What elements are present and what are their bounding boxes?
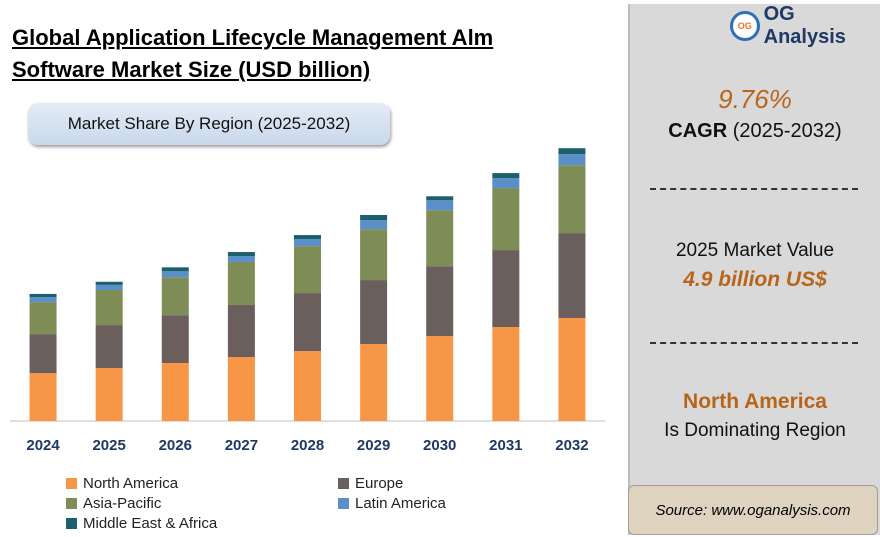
bar-segment: [360, 220, 388, 230]
bar-segment: [492, 178, 520, 189]
legend: North America Europe Asia-Pacific Latin Ame…: [66, 475, 586, 537]
x-tick-label: 2026: [159, 437, 192, 454]
bar-segment: [360, 214, 388, 221]
bar-segment: [161, 315, 189, 363]
bar-segment: [294, 239, 321, 247]
bar-segment: [294, 351, 321, 421]
legend-label: Asia-Pacific: [83, 495, 162, 512]
bar-segment: [360, 280, 388, 345]
bar-segment: [360, 229, 388, 281]
leading-note: Is Dominating Region: [664, 420, 846, 441]
bar-segment: [426, 336, 454, 421]
legend-swatch: [338, 478, 349, 489]
bar-segment: [227, 256, 255, 262]
bar-segment: [492, 250, 520, 328]
bar-segment: [227, 252, 255, 257]
source: Source: www.oganalysis.com: [628, 485, 878, 535]
x-tick-label: 2024: [26, 437, 60, 454]
x-tick-label: 2030: [423, 437, 456, 454]
side-panel: 9.76% CAGR (2025-2032) 2025 Market Value…: [628, 4, 880, 535]
bar-segment: [29, 302, 57, 335]
bar-segment: [29, 334, 57, 374]
bar-segment: [95, 284, 123, 290]
bar-segment: [426, 196, 454, 201]
x-tick-label: 2028: [291, 437, 324, 454]
x-tick-label: 2029: [357, 437, 390, 454]
market-value: 4.9 billion US$: [683, 268, 827, 291]
bar-segment: [95, 325, 123, 369]
bar-segment: [492, 188, 520, 251]
bar-segment: [492, 173, 520, 179]
bar-segment: [95, 368, 123, 421]
bar-segment: [161, 277, 189, 316]
x-tick-label: 2032: [555, 437, 588, 454]
legend-label: Latin America: [355, 495, 446, 512]
bar-segment: [360, 344, 388, 421]
bar-segment: [426, 200, 454, 211]
bar-segment: [29, 373, 57, 421]
legend-item: Middle East & Africa: [66, 515, 217, 532]
bar-segment: [426, 266, 454, 337]
legend-label: Europe: [355, 475, 404, 492]
legend-label: Middle East & Africa: [83, 515, 218, 532]
logo-text: OG Analysis: [763, 3, 846, 48]
bar-segment: [294, 235, 321, 240]
cagr-label: CAGR: [668, 120, 728, 142]
bar-segment: [558, 148, 586, 155]
bar-segment: [492, 327, 520, 421]
cagr-value: 9.76%: [718, 84, 792, 114]
legend-item: North America: [66, 475, 178, 492]
bar-segment: [558, 154, 586, 166]
bar-segment: [558, 233, 586, 318]
cagr-line: CAGR (2025-2032): [630, 120, 880, 143]
bar-segment: [227, 304, 255, 358]
chart-title: Global Application Lifecycle Management …: [12, 25, 494, 82]
divider: [650, 342, 858, 344]
x-tick-label: 2031: [489, 437, 522, 454]
legend-label: North America: [83, 475, 179, 492]
cagr-period: (2025-2032): [732, 120, 842, 142]
logo: OG OG Analysis: [730, 3, 880, 48]
x-tick-label: 2025: [92, 437, 125, 454]
bar-segment: [294, 246, 321, 294]
legend-swatch: [66, 498, 77, 509]
bar-segment: [161, 267, 189, 272]
logo-icon: OG: [730, 11, 760, 41]
bar-segment: [558, 165, 586, 234]
bar-segment: [294, 293, 321, 352]
chart: 2024 2025 2026 2027 2028 2029 2030 2031 2032: [10, 148, 605, 454]
leading-region: North America: [683, 390, 827, 413]
bar-segment: [95, 281, 123, 285]
bar-segment: [29, 297, 57, 303]
bar-segment: [95, 289, 123, 326]
x-tick-label: 2027: [225, 437, 258, 454]
bar-segment: [29, 293, 57, 298]
legend-item: Asia-Pacific: [66, 495, 161, 512]
legend-swatch: [66, 478, 77, 489]
legend-swatch: [338, 498, 349, 509]
market-value-label: 2025 Market Value: [675, 240, 835, 261]
legend-item: Latin America: [338, 495, 446, 512]
bar-segment: [161, 271, 189, 278]
bar-segment: [227, 357, 255, 421]
bar-segment: [426, 210, 454, 267]
legend-item: Europe: [338, 475, 403, 492]
divider: [650, 188, 858, 190]
bar-segment: [161, 362, 189, 421]
bar-segment: [227, 261, 255, 305]
legend-swatch: [66, 518, 77, 529]
chart-subtitle: Market Share By Region (2025-2032): [28, 103, 390, 145]
bar-segment: [558, 317, 586, 421]
